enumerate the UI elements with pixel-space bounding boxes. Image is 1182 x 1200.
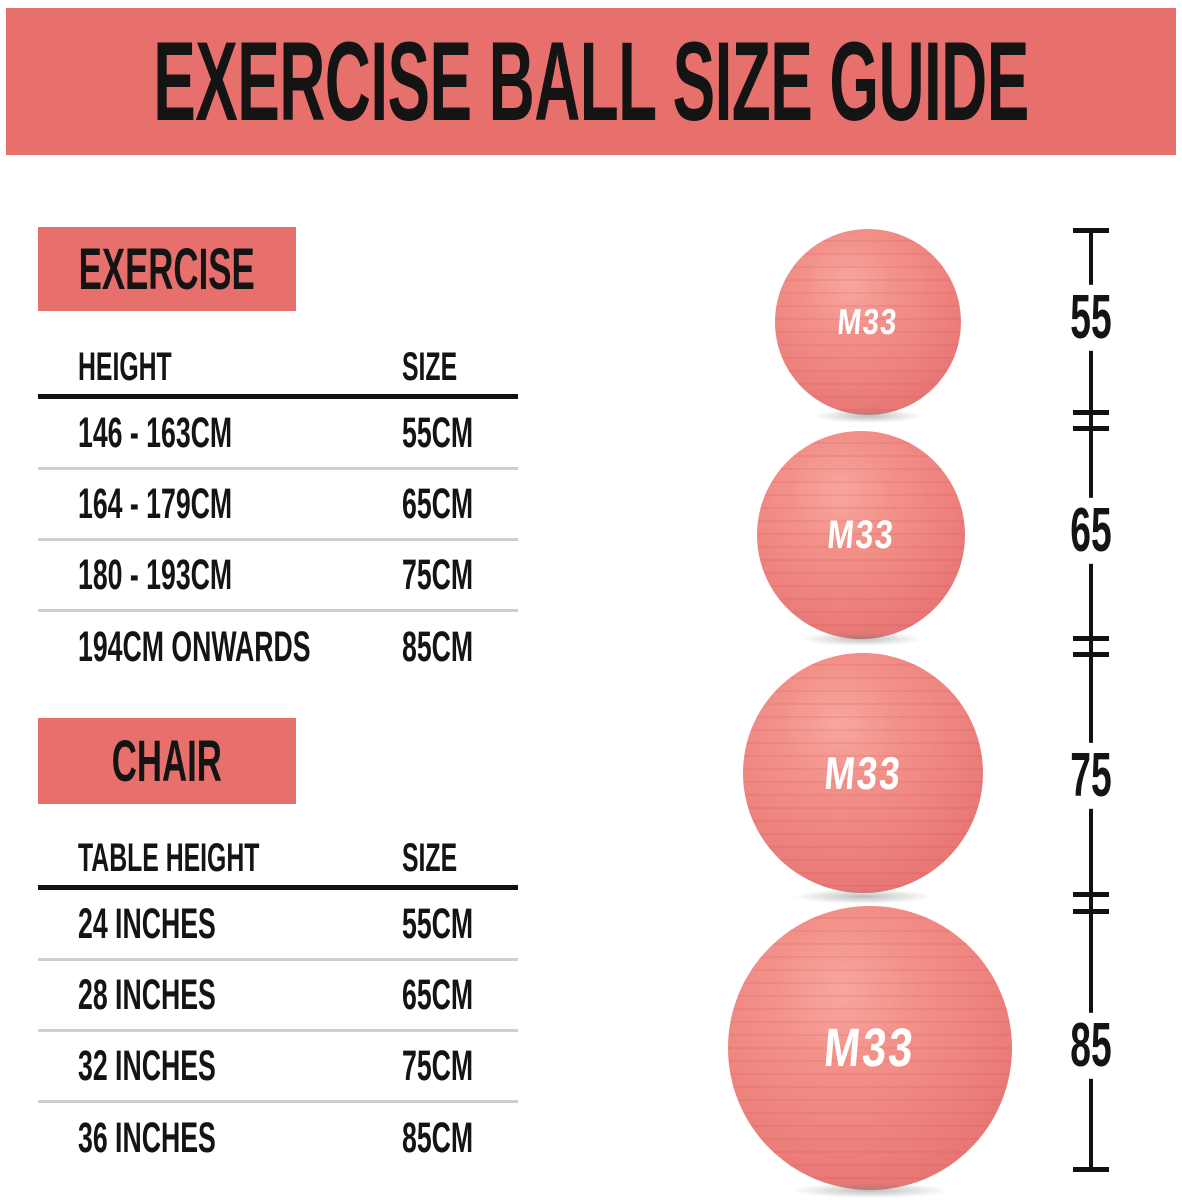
ball-55cm: M33 — [775, 229, 961, 415]
column-header-height: HEIGHT — [78, 344, 172, 389]
m33-logo: M33 — [822, 1018, 918, 1078]
ruler-tick — [1073, 410, 1109, 415]
ball-shadow — [790, 1183, 950, 1198]
table-row: 164 - 179CM 65CM — [38, 470, 518, 541]
cell-ball-size: 85CM — [402, 1114, 474, 1162]
m33-logo: M33 — [825, 512, 897, 557]
m33-logo: M33 — [836, 301, 900, 342]
cell-ball-size: 55CM — [402, 408, 474, 457]
chair-section-label: CHAIR — [38, 718, 296, 804]
ball-85cm: M33 — [728, 906, 1012, 1190]
exercise-section-label: EXERCISE — [38, 227, 296, 311]
table-row: 36 INCHES 85CM — [38, 1103, 518, 1174]
cell-ball-size: 85CM — [402, 623, 474, 671]
cell-height-range: 180 - 193CM — [78, 550, 233, 599]
cell-table-height: 24 INCHES — [78, 899, 216, 948]
page-title: EXERCISE BALL SIZE GUIDE — [153, 19, 1029, 144]
cell-table-height: 28 INCHES — [78, 970, 216, 1019]
ruler-label-75: 75 — [1051, 742, 1131, 810]
exercise-table-header-row: HEIGHT SIZE — [38, 340, 518, 399]
m33-logo: M33 — [822, 747, 904, 799]
ruler-tick — [1073, 909, 1109, 914]
ruler-tick — [1073, 652, 1109, 657]
ball-65cm: M33 — [757, 431, 965, 639]
chair-section-label-text: CHAIR — [111, 728, 223, 794]
table-row: 28 INCHES 65CM — [38, 961, 518, 1032]
ball-75cm: M33 — [743, 653, 983, 893]
table-row: 194CM ONWARDS 85CM — [38, 612, 518, 683]
column-header-size: SIZE — [402, 344, 458, 389]
table-row: 24 INCHES 55CM — [38, 890, 518, 961]
cell-height-range: 164 - 179CM — [78, 479, 233, 528]
ruler-tick — [1073, 892, 1109, 897]
ball-shadow — [801, 632, 923, 646]
ruler-label-85: 85 — [1051, 1012, 1131, 1080]
exercise-table: HEIGHT SIZE 146 - 163CM 55CM 164 - 179CM… — [38, 340, 518, 683]
cell-ball-size: 65CM — [402, 970, 474, 1019]
cell-table-height: 36 INCHES — [78, 1114, 216, 1162]
cell-height-range: 194CM ONWARDS — [78, 623, 311, 671]
ruler-label-55: 55 — [1051, 284, 1131, 352]
cell-height-range: 146 - 163CM — [78, 408, 233, 457]
column-header-size: SIZE — [402, 835, 458, 880]
ruler-label-65: 65 — [1051, 497, 1131, 565]
ruler-tick — [1073, 228, 1109, 233]
ruler-tick — [1073, 636, 1109, 641]
header-banner: EXERCISE BALL SIZE GUIDE — [6, 8, 1176, 155]
cell-ball-size: 55CM — [402, 899, 474, 948]
table-row: 180 - 193CM 75CM — [38, 541, 518, 612]
ruler-line — [1089, 228, 1093, 1172]
exercise-section-label-text: EXERCISE — [79, 236, 256, 302]
ruler-tick — [1073, 426, 1109, 431]
table-row: 32 INCHES 75CM — [38, 1032, 518, 1103]
column-header-table-height: TABLE HEIGHT — [78, 835, 260, 880]
cell-table-height: 32 INCHES — [78, 1041, 216, 1090]
table-row: 146 - 163CM 55CM — [38, 399, 518, 470]
cell-ball-size: 75CM — [402, 550, 474, 599]
ruler-tick — [1073, 1167, 1109, 1172]
chair-table: TABLE HEIGHT SIZE 24 INCHES 55CM 28 INCH… — [38, 831, 518, 1174]
ball-shadow — [813, 409, 923, 423]
cell-ball-size: 65CM — [402, 479, 474, 528]
chair-table-header-row: TABLE HEIGHT SIZE — [38, 831, 518, 890]
ball-shadow — [793, 889, 933, 904]
cell-ball-size: 75CM — [402, 1041, 474, 1090]
